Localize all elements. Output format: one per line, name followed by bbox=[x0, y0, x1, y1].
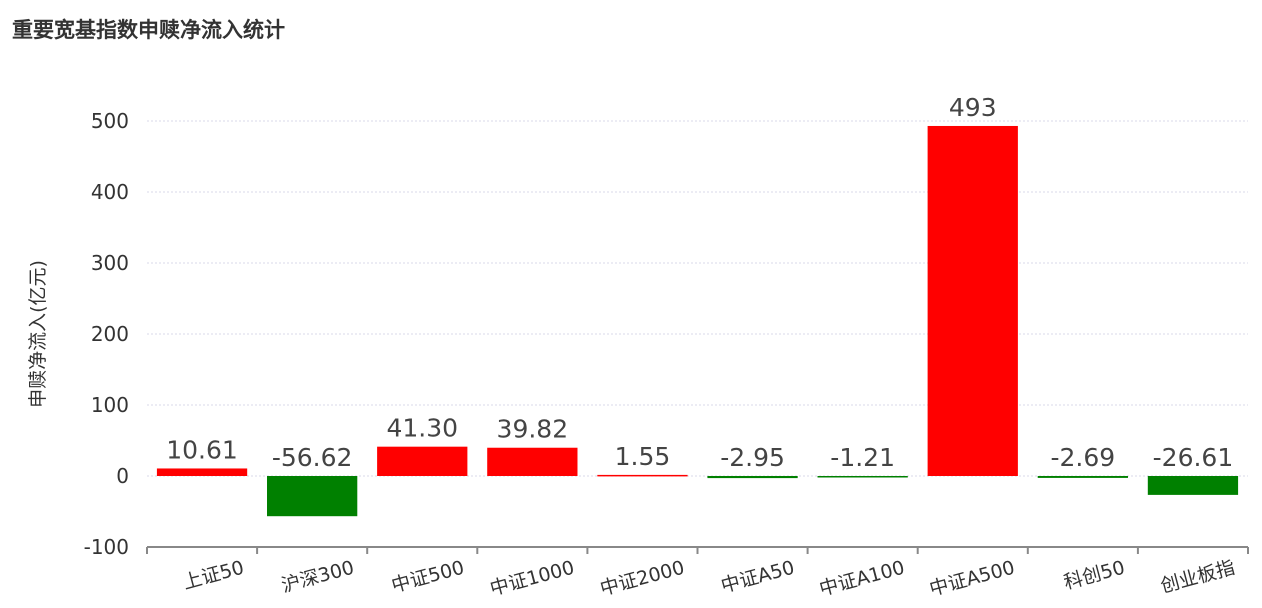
data-label: 10.61 bbox=[166, 435, 238, 464]
data-label: 1.55 bbox=[615, 442, 671, 471]
y-tick-label: 200 bbox=[91, 322, 129, 346]
y-axis-label: 申赎净流入(亿元) bbox=[27, 260, 49, 408]
x-tick-label: 沪深300 bbox=[279, 557, 356, 597]
x-tick-label: 中证A500 bbox=[927, 557, 1017, 601]
data-label: 41.30 bbox=[386, 414, 458, 443]
data-label: -1.21 bbox=[830, 443, 895, 472]
y-tick-label: 400 bbox=[91, 180, 129, 204]
bar bbox=[1037, 476, 1128, 478]
data-label: -56.62 bbox=[272, 443, 353, 472]
x-tick-label: 中证2000 bbox=[598, 557, 687, 601]
bar bbox=[1147, 476, 1239, 495]
bar bbox=[817, 476, 908, 478]
y-tick-label: 500 bbox=[91, 109, 129, 133]
bar bbox=[707, 476, 798, 479]
x-tick-label: 创业板指 bbox=[1158, 557, 1237, 598]
bar bbox=[487, 447, 578, 476]
x-tick-label: 上证50 bbox=[181, 557, 247, 594]
data-label: 39.82 bbox=[497, 415, 569, 444]
bar bbox=[377, 446, 468, 476]
bar bbox=[597, 474, 688, 477]
chart-title: 重要宽基指数申赎净流入统计 bbox=[12, 18, 285, 42]
x-tick-label: 中证A100 bbox=[817, 557, 907, 601]
x-tick-label: 中证500 bbox=[389, 557, 466, 597]
x-tick-label: 科创50 bbox=[1061, 557, 1127, 594]
bar bbox=[267, 476, 358, 517]
bar bbox=[927, 125, 1018, 476]
data-label: -26.61 bbox=[1153, 443, 1234, 472]
y-tick-label: 300 bbox=[91, 251, 129, 275]
data-label: -2.69 bbox=[1051, 443, 1116, 472]
x-tick-label: 中证1000 bbox=[488, 557, 577, 601]
x-tick-label: 中证A50 bbox=[719, 557, 797, 598]
y-tick-label: -100 bbox=[84, 535, 129, 559]
y-tick-label: 100 bbox=[91, 393, 129, 417]
bar bbox=[156, 468, 248, 476]
data-label: -2.95 bbox=[720, 443, 785, 472]
y-tick-label: 0 bbox=[116, 464, 129, 488]
data-label: 493 bbox=[949, 93, 997, 122]
